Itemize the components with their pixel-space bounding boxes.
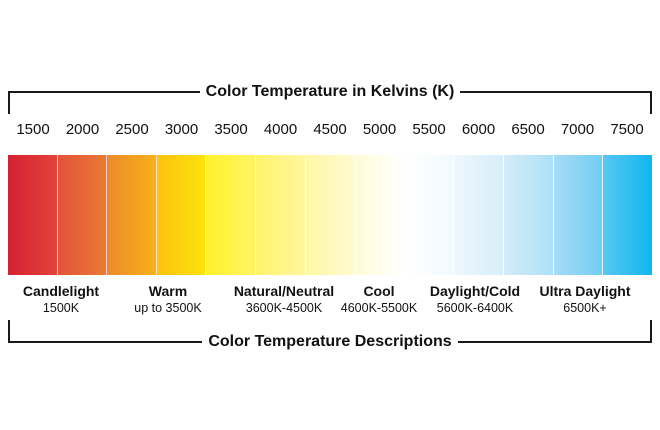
tick-label-7000: 7000 [560,121,595,138]
spectrum-segment-3000 [156,155,207,275]
tick-label-7500: 7500 [610,121,644,138]
tick-label-6000: 6000 [461,121,496,138]
description-name: Natural/Neutral [233,283,335,299]
tick-label-5500: 5500 [412,121,446,138]
spectrum-segment-3500 [206,155,257,275]
spectrum-segment-7500 [603,155,652,275]
spectrum-segment-6000 [454,155,505,275]
kelvin-tick-labels: 1500 2000 2500 3000 3500 4000 4500 5000 5500 6000… [0,120,660,140]
bottom-bracket-left-tick [8,320,10,343]
description-name: Warm [148,283,188,299]
tick-label-5000: 5000 [362,121,397,138]
description-range: 6500K+ [563,301,607,315]
tick-label-6500: 6500 [511,121,545,138]
bottom-title: Color Temperature Descriptions [0,333,660,351]
description-cool: Cool 4600K-5500K [314,283,444,317]
description-daylight-cold: Daylight/Cold 5600K-6400K [410,283,540,317]
bottom-bracket-right-tick [650,320,652,343]
description-candlelight: Candlelight 1500K [0,283,126,317]
tick-label-2500: 2500 [115,121,149,138]
description-name: Daylight/Cold [429,283,521,299]
top-title-text: Color Temperature in Kelvins (K) [199,83,461,100]
tick-label-2000: 2000 [65,121,100,138]
description-range: 1500K [42,301,80,315]
top-bracket-right-tick [650,91,652,114]
description-warm: Warm up to 3500K [103,283,233,317]
spectrum-segment-5500 [404,155,455,275]
description-name: Cool [363,283,395,299]
spectrum-segment-5000 [355,155,405,275]
description-ultra-daylight: Ultra Daylight 6500K+ [520,283,650,317]
description-range: 3600K-4500K [245,301,323,315]
bottom-title-text: Color Temperature Descriptions [202,333,458,350]
description-range: 4600K-5500K [340,301,418,315]
spectrum-segment-2500 [107,155,157,275]
color-temperature-spectrum [8,155,652,275]
tick-label-3500: 3500 [214,121,248,138]
spectrum-segment-4500 [305,155,356,275]
top-bracket-left-tick [8,91,10,114]
description-natural-neutral: Natural/Neutral 3600K-4500K [219,283,349,317]
description-name: Ultra Daylight [539,283,631,299]
tick-label-1500: 1500 [16,121,50,138]
spectrum-segment-4000 [256,155,306,275]
spectrum-segment-7000 [553,155,604,275]
tick-label-4000: 4000 [263,121,298,138]
spectrum-segment-1500 [8,155,58,275]
description-range: 5600K-6400K [436,301,514,315]
description-range: up to 3500K [134,301,202,315]
spectrum-segment-6500 [504,155,554,275]
tick-label-3000: 3000 [164,121,199,138]
top-title: Color Temperature in Kelvins (K) [0,83,660,101]
spectrum-segment-2000 [57,155,108,275]
description-name: Candlelight [22,283,100,299]
tick-label-4500: 4500 [313,121,347,138]
